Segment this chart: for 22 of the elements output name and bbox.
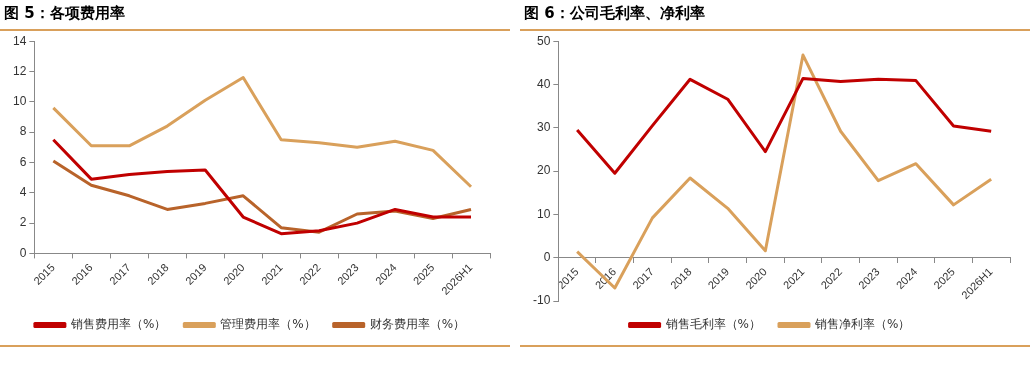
y-tick-label: 20 [536, 163, 551, 178]
y-tick-label: 6 [19, 154, 27, 169]
y-tick-label: 2 [19, 215, 27, 230]
y-tick-label: 50 [536, 33, 551, 48]
y-tick-label: 0 [19, 245, 27, 260]
legend-label: 销售毛利率（%） [664, 317, 761, 332]
legend-label: 销售费用率（%） [69, 317, 167, 332]
y-tick-label: 30 [536, 120, 551, 135]
y-tick-label: 0 [543, 250, 551, 265]
y-tick-label: 4 [19, 185, 27, 200]
y-tick-label: 10 [12, 94, 27, 109]
legend-label: 财务费用率（%） [369, 317, 466, 332]
chart-title: 图 6：公司毛利率、净利率 [520, 0, 1030, 31]
y-tick-label: 10 [536, 206, 551, 221]
legend-label: 销售净利率（%） [814, 317, 911, 332]
legend-label: 管理费用率（%） [220, 317, 316, 332]
chart-title: 图 5：各项费用率 [0, 0, 510, 31]
y-tick-label: 14 [12, 33, 27, 48]
y-tick-label: -10 [533, 293, 551, 308]
y-tick-label: 40 [536, 76, 551, 91]
y-tick-label: 12 [12, 63, 27, 78]
y-tick-label: 8 [19, 124, 27, 139]
